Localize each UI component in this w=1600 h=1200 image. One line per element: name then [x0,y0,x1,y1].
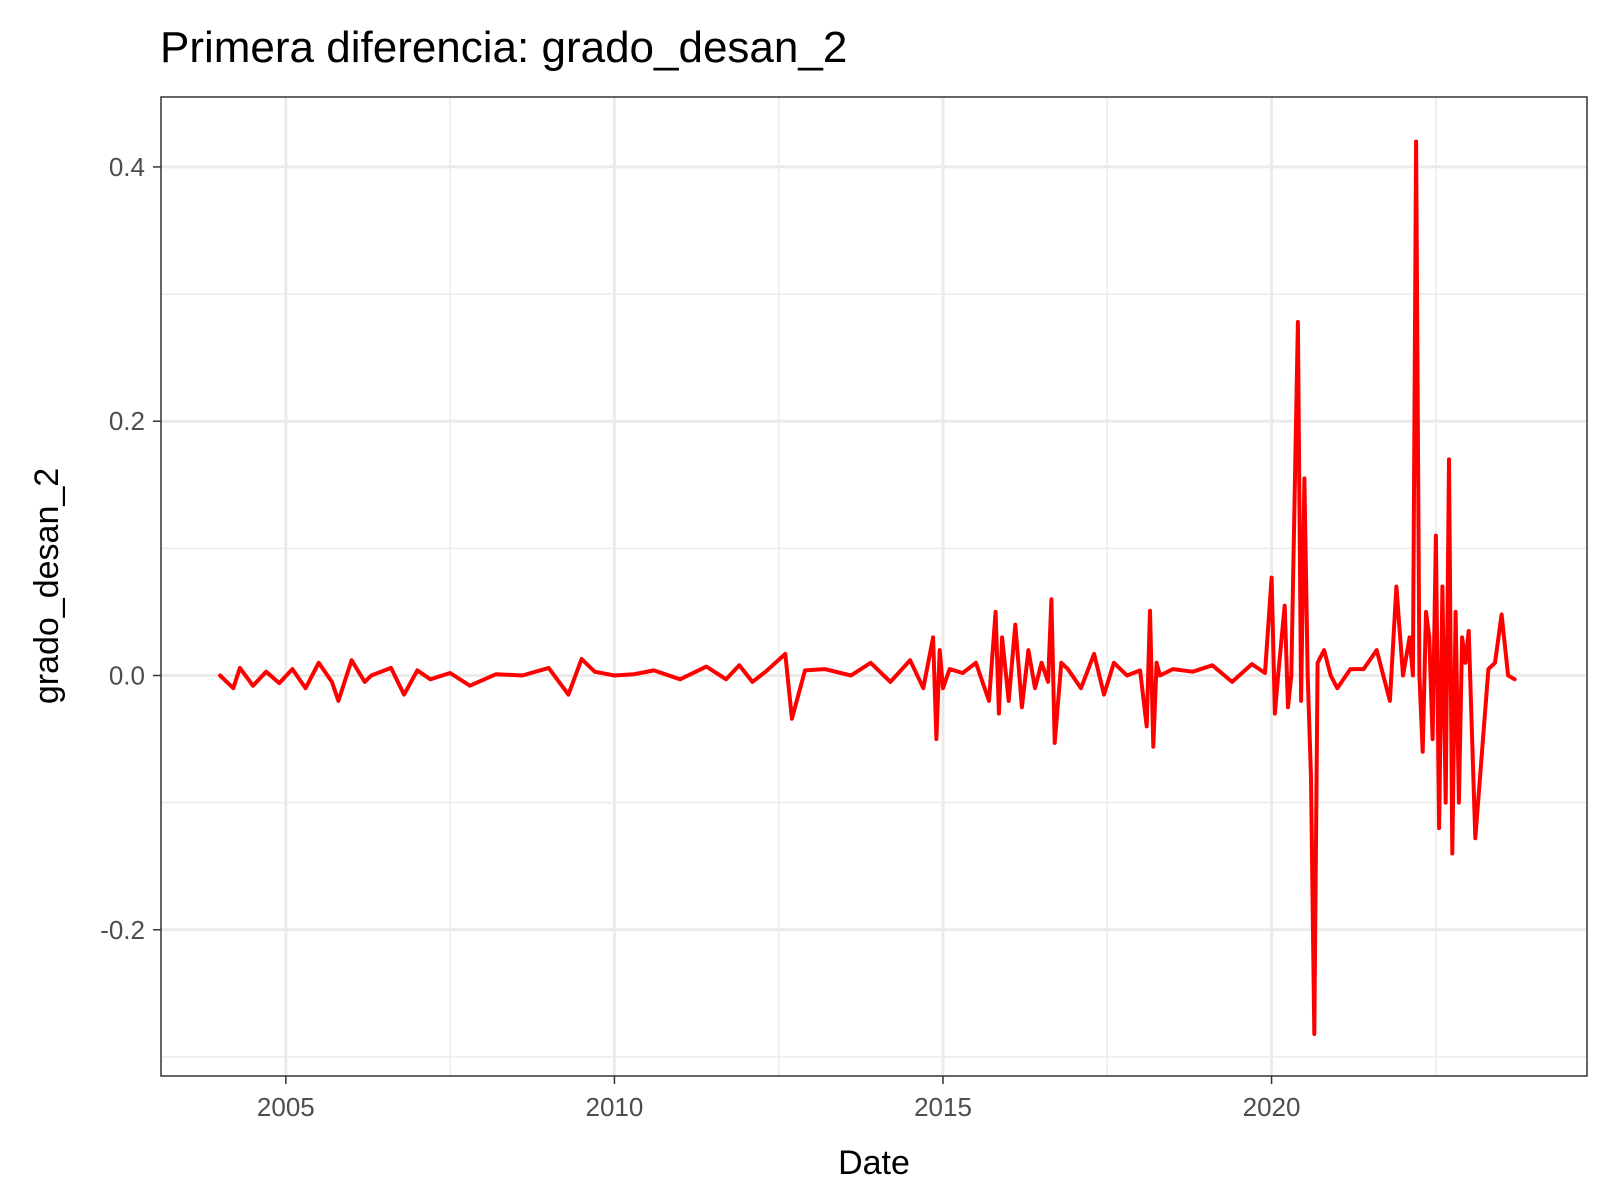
x-tick-label-0: 2005 [257,1092,315,1122]
y-tick-label-1: 0.0 [109,661,145,691]
y-tick-label-2: 0.2 [109,406,145,436]
y-tick-label-3: 0.4 [109,152,145,182]
panel-border [160,96,1588,1077]
series-layer [218,139,1517,1036]
x-tick-label-1: 2010 [586,1092,644,1122]
x-axis-title: Date [838,1144,910,1182]
plot-panel [161,97,1587,1076]
chart-title: Primera diferencia: grado_desan_2 [160,23,847,72]
series-line-0 [218,139,1517,1036]
x-axis: 2005 2010 2015 2020 [257,1076,1301,1122]
y-tick-label-0: -0.2 [100,915,145,945]
y-axis-title: grado_desan_2 [28,468,66,704]
grid-major [161,97,1587,1076]
x-tick-label-3: 2020 [1243,1092,1301,1122]
grid-minor [161,97,1587,1076]
y-axis: -0.2 0.0 0.2 0.4 [100,152,161,945]
x-tick-label-2: 2015 [914,1092,972,1122]
